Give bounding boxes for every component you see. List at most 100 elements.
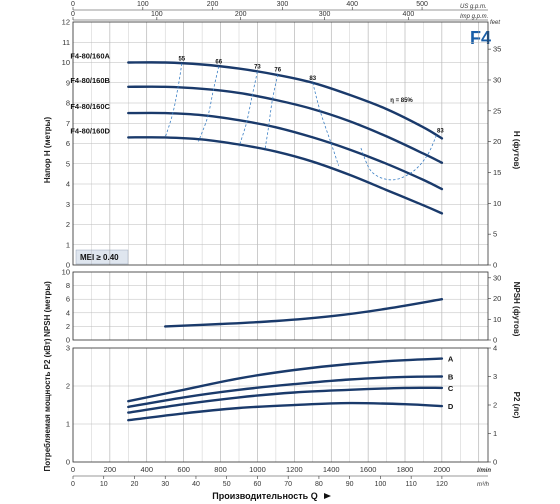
top-axis-tick-label: 400 (346, 1, 358, 8)
top-axis-unit-imp: Imp g.p.m. (460, 14, 488, 20)
head-ytick-label: 1 (66, 240, 70, 249)
top-axis-tick-label: 100 (151, 11, 163, 18)
head-ytick-label: 9 (66, 78, 70, 87)
head-ytick-label: 6 (66, 139, 70, 148)
x-tick-label-lmin: 2000 (434, 465, 451, 474)
top-axis-tick-label: 0 (71, 11, 75, 18)
efficiency-label: 73 (254, 65, 261, 71)
top-axis-tick-label: 200 (235, 11, 247, 18)
x-tick-label-lmin: 1600 (360, 465, 377, 474)
npsh-ytick-right-label: 20 (493, 294, 501, 303)
power-ytick-label: 1 (66, 420, 70, 429)
power-ytick-label: 2 (66, 382, 70, 391)
efficiency-label: 83 (437, 128, 444, 134)
head-ytick-right-label: 35 (493, 45, 501, 54)
head-curve (127, 136, 444, 215)
head-ytick-right-label: 30 (493, 75, 501, 84)
head-ytick-label: 11 (62, 38, 70, 47)
power-curve-label: B (448, 373, 454, 382)
npsh-ytick-right-label: 10 (493, 315, 501, 324)
efficiency-line (360, 135, 437, 181)
x-tick-label-lmin: 1200 (286, 465, 303, 474)
x-tick-label-m3h: 30 (161, 481, 169, 488)
efficiency-line (312, 82, 339, 166)
efficiency-eta-label: η = 85% (390, 98, 413, 104)
head-curve-label: F4-80/160A (70, 52, 110, 61)
x-tick-label-lmin: 600 (177, 465, 190, 474)
bottom-axis-unit-lmin: l/min (477, 468, 491, 474)
power-ytick-right-label: 1 (493, 429, 497, 438)
x-tick-label-lmin: 1000 (249, 465, 266, 474)
npsh-ytick-label: 0 (66, 336, 70, 345)
top-axis-tick-label: 100 (137, 1, 149, 8)
top-axis-tick-label: 500 (416, 1, 428, 8)
head-panel-frame (72, 21, 489, 266)
x-tick-label-m3h: 60 (254, 481, 262, 488)
head-ytick-label: 3 (66, 200, 70, 209)
mei-box (75, 249, 129, 265)
x-tick-label-m3h: 120 (436, 481, 448, 488)
npsh-ylabel: NPSH (метры) (43, 281, 52, 337)
head-ytick-label: 7 (66, 119, 70, 128)
efficiency-line (238, 71, 258, 147)
x-tick-label-lmin: 400 (141, 465, 154, 474)
head-ytick-label: 5 (66, 159, 70, 168)
npsh-ytick-label: 10 (62, 268, 70, 277)
efficiency-label: 66 (215, 60, 222, 66)
power-panel-frame (72, 347, 489, 463)
x-tick-label-m3h: 80 (315, 481, 323, 488)
head-curve (127, 61, 444, 140)
head-right-unit: feet (490, 20, 500, 26)
head-curve (127, 85, 444, 164)
x-tick-label-m3h: 110 (406, 481, 417, 488)
head-ytick-right-label: 5 (493, 230, 497, 239)
power-curve (127, 386, 444, 414)
x-tick-label-m3h: 10 (100, 481, 108, 488)
efficiency-label: 55 (178, 57, 185, 63)
top-axis-unit-us: US g.p.m. (460, 4, 487, 10)
power-curve-label: A (448, 355, 454, 364)
x-axis-title: Производительность Q (212, 491, 317, 501)
x-tick-label-m3h: 90 (346, 481, 354, 488)
x-tick-label-lmin: 0 (71, 465, 75, 474)
head-ytick-right-label: 15 (493, 168, 501, 177)
npsh-ytick-right-label: 30 (493, 273, 501, 282)
efficiency-label: 83 (309, 76, 316, 82)
top-axis-tick-label: 200 (207, 1, 219, 8)
power-ytick-right-label: 4 (493, 344, 497, 353)
power-curve-label: D (448, 402, 454, 411)
power-ytick-right-label: 3 (493, 372, 497, 381)
head-ytick-label: 8 (66, 99, 70, 108)
power-curve (127, 375, 444, 409)
power-ytick-label: 3 (66, 344, 70, 353)
head-ylabel: Напор H (метры) (43, 117, 52, 184)
power-curve-label: C (448, 384, 454, 393)
head-curve-label: F4-80/160B (70, 76, 110, 85)
x-tick-label-m3h: 100 (375, 481, 387, 488)
power-curve (127, 357, 444, 403)
x-tick-label-lmin: 1400 (323, 465, 340, 474)
bottom-axis-unit-m3h: m³/h (477, 482, 490, 488)
chart-badge: F4 (470, 28, 491, 48)
x-tick-label-m3h: 70 (284, 481, 292, 488)
npsh-ytick-label: 4 (66, 308, 70, 317)
head-ytick-label: 12 (62, 18, 70, 27)
head-curve-label: F4-80/160C (70, 102, 110, 111)
npsh-ytick-label: 2 (66, 322, 70, 331)
efficiency-line (164, 63, 183, 138)
npsh-panel-frame (72, 271, 489, 341)
npsh-ytick-right-label: 0 (493, 336, 497, 345)
x-tick-label-m3h: 40 (192, 481, 200, 488)
head-ytick-right-label: 10 (493, 199, 501, 208)
mei-label: MEI ≥ 0.40 (80, 253, 119, 262)
head-ytick-label: 10 (62, 58, 70, 67)
x-tick-label-lmin: 1800 (397, 465, 414, 474)
npsh-ytick-label: 6 (66, 295, 70, 304)
npsh-ytick-label: 8 (66, 281, 70, 290)
top-axis-tick-label: 300 (319, 11, 331, 18)
head-ytick-right-label: 25 (493, 106, 501, 115)
x-tick-label-lmin: 800 (214, 465, 227, 474)
top-axis-tick-label: 300 (277, 1, 289, 8)
head-curve-label: F4-80/160D (70, 126, 110, 135)
head-ylabel-right: H (футов) (512, 131, 521, 170)
